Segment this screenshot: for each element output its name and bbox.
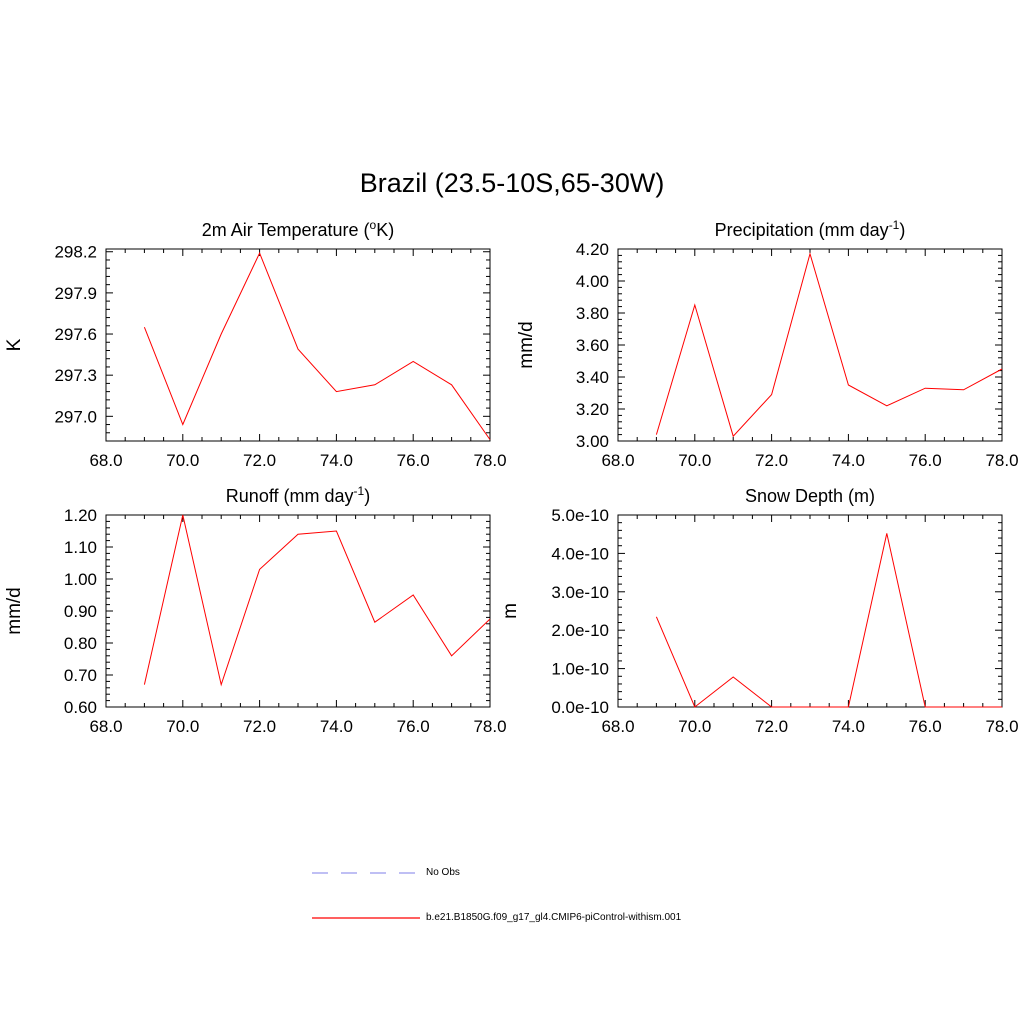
runoff-plot-frame: [105, 514, 491, 708]
temperature-series-line: [143, 251, 491, 440]
runoff-x-tick-label: 78.0: [473, 717, 506, 736]
runoff-y-tick-label: 1.00: [64, 570, 97, 589]
runoff-x-tick-label: 74.0: [320, 717, 353, 736]
precipitation-x-tick-label: 72.0: [755, 451, 788, 470]
runoff-panel-title: Runoff (mm day-1): [226, 484, 370, 506]
figure-title: Brazil (23.5-10S,65-30W): [359, 168, 665, 198]
temperature-y-tick-label: 297.0: [54, 407, 97, 426]
runoff-y-tick-label: 0.80: [64, 634, 97, 653]
snow-depth-y-tick-label: 4.0e-10: [551, 544, 609, 563]
temperature-panel-title: 2m Air Temperature (oK): [202, 218, 394, 240]
precipitation-panel-title: Precipitation (mm day-1): [715, 218, 906, 240]
temperature-x-tick-label: 74.0: [320, 451, 353, 470]
temperature-x-tick-label: 70.0: [166, 451, 199, 470]
temperature-y-tick-label: 297.9: [54, 284, 97, 303]
snow-depth-y-tick-label: 2.0e-10: [551, 621, 609, 640]
temperature-x-tick-label: 76.0: [397, 451, 430, 470]
snow-depth-panel: 68.0 70.0 72.0 74.0 76.0 78.0 0.0e-10 1.0e-10 2.…: [500, 486, 1019, 736]
temperature-x-tick-label: 72.0: [243, 451, 276, 470]
temperature-y-axis-label: K: [4, 338, 25, 351]
runoff-y-tick-label: 0.90: [64, 602, 97, 621]
snow-depth-plot-frame: [617, 514, 1003, 708]
precipitation-y-tick-label: 3.60: [576, 336, 609, 355]
runoff-x-tick-label: 76.0: [397, 717, 430, 736]
precipitation-x-tick-label: 70.0: [678, 451, 711, 470]
precipitation-panel: 68.0 70.0 72.0 74.0 76.0 78.0 3.00 3.20 3.40 3.60…: [516, 218, 1019, 470]
snow-depth-x-tick-label: 78.0: [985, 717, 1018, 736]
snow-depth-series-line: [655, 533, 1002, 708]
runoff-x-tick-label: 68.0: [89, 717, 122, 736]
precipitation-y-axis-label: mm/d: [516, 321, 537, 369]
runoff-y-tick-label: 1.10: [64, 538, 97, 557]
runoff-x-tick-label: 72.0: [243, 717, 276, 736]
temperature-y-tick-label: 298.2: [54, 243, 97, 262]
snow-depth-y-axis-label: m: [500, 603, 521, 619]
precipitation-x-tick-label: 74.0: [832, 451, 865, 470]
runoff-panel: 68.0 70.0 72.0 74.0 76.0 78.0 0.60 0.70 0.80 0.90…: [4, 484, 507, 736]
temperature-x-tick-label: 68.0: [89, 451, 122, 470]
temperature-panel: 68.0 70.0 72.0 74.0 76.0 78.0 297.0 297.3 297.6 2…: [4, 218, 507, 470]
precipitation-y-tick-label: 4.00: [576, 272, 609, 291]
runoff-series-line: [143, 514, 491, 687]
runoff-x-tick-label: 70.0: [166, 717, 199, 736]
runoff-y-axis-label: mm/d: [4, 587, 25, 635]
runoff-y-tick-label: 0.60: [64, 698, 97, 717]
snow-depth-x-tick-label: 74.0: [832, 717, 865, 736]
snow-depth-y-tick-label: 1.0e-10: [551, 660, 609, 679]
snow-depth-panel-title: Snow Depth (m): [745, 486, 875, 506]
snow-depth-x-tick-label: 72.0: [755, 717, 788, 736]
precipitation-y-tick-label: 3.20: [576, 400, 609, 419]
snow-depth-y-tick-label: 3.0e-10: [551, 583, 609, 602]
temperature-y-tick-label: 297.6: [54, 325, 97, 344]
runoff-y-tick-label: 0.70: [64, 666, 97, 685]
precipitation-x-tick-label: 68.0: [601, 451, 634, 470]
precipitation-y-tick-label: 3.40: [576, 368, 609, 387]
legend-label-model: b.e21.B1850G.f09_g17_gl4.CMIP6-piControl…: [426, 912, 682, 923]
precipitation-y-tick-label: 3.00: [576, 432, 609, 451]
legend-label-no-obs: No Obs: [426, 867, 460, 878]
runoff-y-tick-label: 1.20: [64, 506, 97, 525]
precipitation-series-line: [655, 251, 1003, 438]
snow-depth-y-tick-label: 0.0e-10: [551, 698, 609, 717]
temperature-plot-frame: [105, 248, 491, 442]
temperature-x-tick-label: 78.0: [473, 451, 506, 470]
snow-depth-y-tick-label: 5.0e-10: [551, 506, 609, 525]
precipitation-y-tick-label: 4.20: [576, 240, 609, 259]
precipitation-x-tick-label: 78.0: [985, 451, 1018, 470]
snow-depth-x-tick-label: 68.0: [601, 717, 634, 736]
temperature-y-tick-label: 297.3: [54, 366, 97, 385]
snow-depth-x-tick-label: 76.0: [909, 717, 942, 736]
precipitation-x-tick-label: 76.0: [909, 451, 942, 470]
precipitation-y-tick-label: 3.80: [576, 304, 609, 323]
snow-depth-x-tick-label: 70.0: [678, 717, 711, 736]
precipitation-plot-frame: [617, 248, 1003, 442]
